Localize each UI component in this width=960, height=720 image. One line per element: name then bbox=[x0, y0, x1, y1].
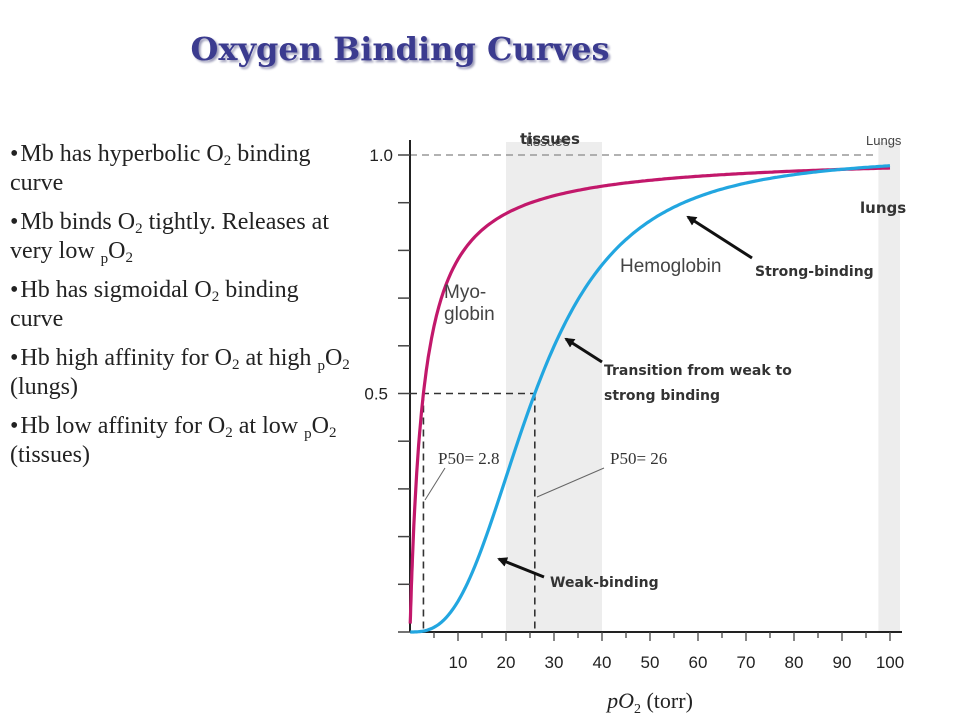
tissues-annotation: tissues bbox=[520, 130, 580, 148]
p50-guide-lines bbox=[410, 392, 536, 632]
x-tick-label: 40 bbox=[593, 653, 612, 672]
x-tick-label: 10 bbox=[449, 653, 468, 672]
myoglobin-label: Myo- bbox=[444, 282, 486, 303]
x-tick-label: 20 bbox=[497, 653, 516, 672]
transition-arrow bbox=[564, 337, 603, 364]
strong-binding-annotation: Strong-binding bbox=[755, 264, 874, 280]
weak-binding-arrow bbox=[497, 557, 545, 579]
hemoglobin-curve bbox=[410, 164, 891, 634]
bullet-item: •Hb low affinity for O2 at low pO2 (tiss… bbox=[10, 413, 337, 468]
hemoglobin-label: Hemoglobin bbox=[620, 256, 721, 277]
bullet-item: •Hb high affinity for O2 at high pO2 (lu… bbox=[10, 345, 350, 400]
p50-myoglobin-label: P50= 2.8 bbox=[438, 449, 500, 468]
x-tick-label: 60 bbox=[689, 653, 708, 672]
weak-binding-annotation: Weak-binding bbox=[550, 575, 659, 591]
bullet-item: •Mb has hyperbolic O2 binding curve bbox=[10, 141, 311, 196]
x-tick-label: 80 bbox=[785, 653, 804, 672]
y-tick-marks bbox=[398, 154, 410, 633]
bullet-item: •Mb binds O2 tightly. Releases at very l… bbox=[10, 209, 329, 267]
y-tick-label: 1.0 bbox=[369, 146, 393, 165]
myoglobin-curve bbox=[408, 166, 891, 624]
x-tick-label: 90 bbox=[833, 653, 852, 672]
lungs-band bbox=[878, 142, 900, 632]
transition-annotation: strong binding bbox=[604, 388, 720, 404]
x-tick-label: 50 bbox=[641, 653, 660, 672]
myoglobin-label: globin bbox=[444, 304, 495, 325]
p50-hemoglobin-leader bbox=[536, 467, 605, 498]
lungs-band-label: Lungs bbox=[866, 133, 902, 148]
slide-title: Oxygen Binding Curves bbox=[190, 30, 610, 68]
x-tick-label: 70 bbox=[737, 653, 756, 672]
bullet-item: •Hb has sigmoidal O2 binding curve bbox=[10, 277, 299, 332]
x-tick-label: 30 bbox=[545, 653, 564, 672]
p50-hemoglobin-label: P50= 26 bbox=[610, 449, 667, 468]
x-axis-label: pO2 (torr) bbox=[605, 688, 693, 717]
x-tick-marks bbox=[433, 632, 891, 641]
lungs-annotation: lungs bbox=[860, 199, 906, 217]
x-tick-labels: 10 20 30 40 50 60 70 80 90 100 bbox=[449, 653, 905, 672]
x-tick-label: 100 bbox=[876, 653, 904, 672]
tissues-band bbox=[506, 142, 602, 632]
tissues-band-label: tissues bbox=[526, 133, 570, 149]
bullet-list: •Mb has hyperbolic O2 binding curve •Mb … bbox=[10, 140, 355, 480]
p50-myoglobin-leader bbox=[424, 467, 446, 501]
y-tick-label: 0.5 bbox=[364, 385, 388, 404]
transition-annotation: Transition from weak to bbox=[604, 363, 792, 379]
strong-binding-arrow bbox=[686, 215, 753, 260]
